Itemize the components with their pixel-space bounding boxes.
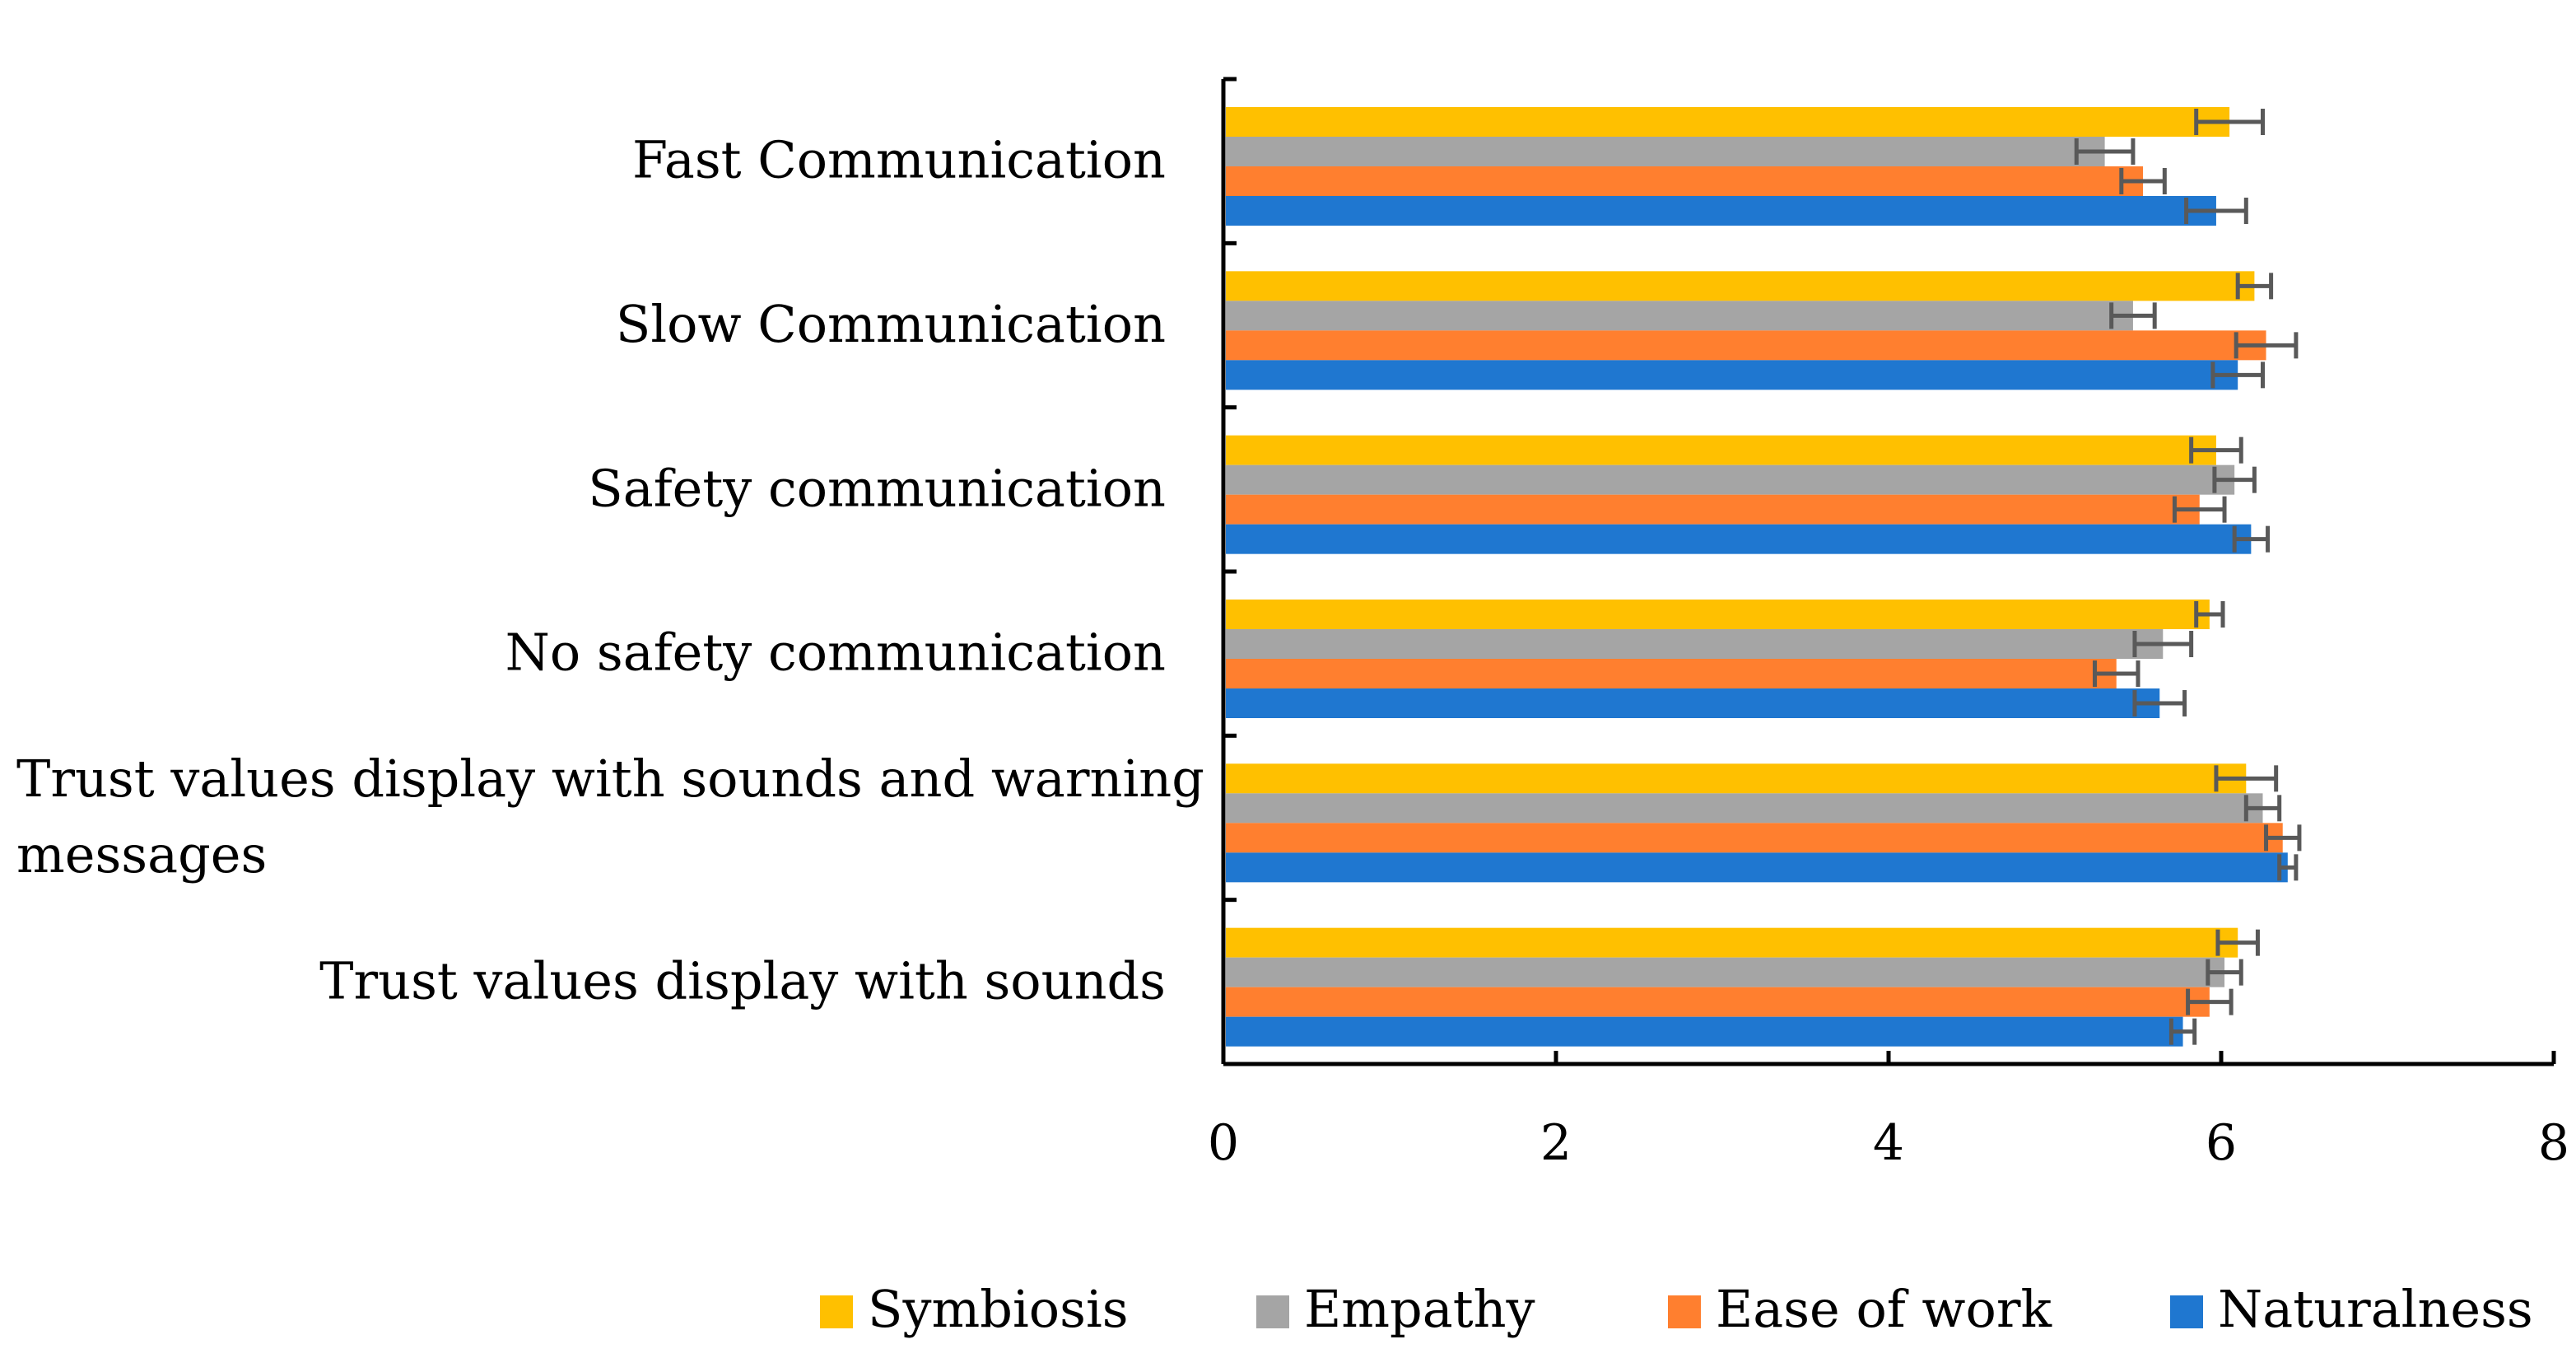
legend-item: Empathy	[1256, 1279, 1535, 1339]
category-label: Trust values display with sounds and war…	[16, 749, 1204, 809]
error-bar	[2074, 138, 2136, 165]
error-bar	[2189, 436, 2243, 464]
legend-label: Empathy	[1304, 1279, 1535, 1339]
x-tick-label: 2	[1540, 1114, 1572, 1172]
bar	[1226, 823, 2283, 853]
bar	[1226, 166, 2144, 196]
category-label: No safety communication	[505, 623, 1166, 683]
category-label: Trust values display with sounds	[319, 950, 1166, 1010]
error-bar	[2277, 854, 2299, 881]
error-bar	[2186, 988, 2234, 1015]
legend-swatch	[1668, 1295, 1701, 1328]
error-bar	[2210, 362, 2265, 389]
bar	[1226, 524, 2252, 554]
bar	[1226, 957, 2225, 987]
bar	[1226, 271, 2255, 301]
category-label: Slow Communication	[616, 294, 1166, 354]
legend-label: Symbiosis	[868, 1279, 1129, 1339]
error-bar	[2232, 525, 2271, 553]
error-bar	[2092, 660, 2140, 687]
legend-label: Ease of work	[1716, 1279, 2052, 1339]
x-tick-label: 4	[1873, 1114, 1904, 1172]
error-bar	[2168, 1018, 2197, 1045]
error-bar	[2172, 496, 2227, 523]
bar	[1226, 629, 2164, 659]
error-bars-layer	[2074, 109, 2302, 1045]
error-bar	[2215, 929, 2260, 956]
bar	[1226, 927, 2238, 958]
error-bar	[2194, 601, 2225, 628]
bar	[1226, 688, 2160, 718]
bar	[1226, 107, 2230, 137]
bar	[1226, 494, 2200, 525]
error-bar	[2194, 109, 2265, 135]
bar	[1226, 793, 2263, 824]
category-label: Safety communication	[588, 458, 1166, 518]
legend-swatch	[2170, 1295, 2203, 1328]
legend-swatch	[1256, 1295, 1289, 1328]
error-bar	[2184, 198, 2248, 224]
legend: Symbiosis Empathy Ease of work Naturalness	[820, 1279, 2533, 1339]
error-bar	[2206, 959, 2243, 986]
error-bar	[2132, 631, 2194, 657]
bar	[1226, 1016, 2183, 1047]
legend-label: Naturalness	[2218, 1279, 2533, 1339]
category-label: messages	[16, 824, 267, 884]
x-tick-label: 8	[2538, 1114, 2569, 1172]
legend-item: Ease of work	[1668, 1279, 2052, 1339]
category-label: Fast Communication	[632, 130, 1166, 190]
error-bar	[2264, 824, 2302, 852]
bar	[1226, 137, 2105, 166]
legend-item: Symbiosis	[820, 1279, 1129, 1339]
error-bar	[2119, 168, 2167, 194]
bar	[1226, 301, 2133, 331]
bar	[1226, 330, 2266, 361]
labels-layer: 0 2 4 6 8 Fast Communication Slow Communicatio…	[16, 130, 2569, 1172]
legend-swatch	[820, 1295, 853, 1328]
bar	[1226, 600, 2210, 629]
bar	[1226, 987, 2210, 1017]
x-tick-label: 6	[2206, 1114, 2237, 1172]
bar	[1226, 196, 2216, 226]
x-tick-label: 0	[1208, 1114, 1239, 1172]
bars-layer	[1226, 107, 2288, 1047]
error-bar	[2214, 765, 2279, 792]
bar	[1226, 360, 2238, 390]
error-bar	[2234, 332, 2299, 359]
axes-layer	[1221, 77, 2556, 1066]
bar	[1226, 852, 2288, 883]
legend-item: Naturalness	[2170, 1279, 2533, 1339]
bar	[1226, 659, 2117, 688]
bar	[1226, 763, 2247, 794]
error-bar	[2212, 466, 2257, 493]
error-bar	[2109, 302, 2157, 329]
bar	[1226, 435, 2216, 465]
error-bar	[2235, 273, 2274, 300]
error-bar	[2132, 690, 2187, 716]
error-bar	[2243, 795, 2282, 822]
bar	[1226, 464, 2235, 495]
